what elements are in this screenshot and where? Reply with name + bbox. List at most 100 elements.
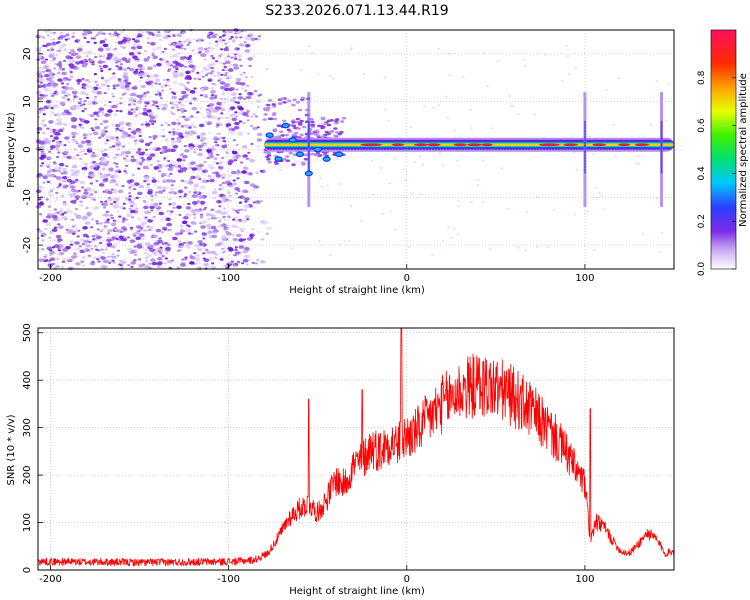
spectrogram-noise-blob xyxy=(228,68,234,72)
spectrogram-noise-blob xyxy=(79,104,84,107)
spectrogram-noise-blob xyxy=(91,161,96,164)
spectrogram-noise-blob xyxy=(179,229,186,233)
spectrogram-noise-blob xyxy=(90,37,94,40)
spectrogram-noise-blob xyxy=(237,260,241,264)
spectrogram-noise-blob xyxy=(112,33,116,36)
spectrogram-noise-blob xyxy=(137,167,141,170)
spectrogram-noise-blob xyxy=(229,115,234,118)
spectrogram-noise-blob xyxy=(159,248,164,251)
spectrogram-noise-blob xyxy=(128,97,135,101)
spectrogram-noise-blob xyxy=(158,237,162,240)
spectrogram-noise-blob xyxy=(71,106,77,111)
spectrogram-noise-blob xyxy=(50,145,56,149)
spectrogram-noise-blob xyxy=(138,264,144,268)
spectrogram-noise-blob xyxy=(76,78,82,83)
spectrogram-noise-blob xyxy=(256,132,263,137)
spectrogram-noise-blob xyxy=(177,240,182,243)
spectrogram-noise-blob xyxy=(182,170,187,173)
spectrogram-noise-blob xyxy=(107,173,111,176)
spectrogram-noise-blob xyxy=(116,229,122,233)
spectrogram-noise-blob xyxy=(188,232,192,235)
spectrogram-noise-blob xyxy=(251,206,255,209)
spectrogram-noise-blob xyxy=(187,202,191,206)
spectrogram-noise-blob xyxy=(222,62,226,65)
spectrogram-noise-blob xyxy=(57,49,62,52)
spectrogram-noise-blob xyxy=(121,184,125,188)
spectrogram-noise-blob xyxy=(58,67,63,70)
spectrogram-noise-blob xyxy=(310,123,316,127)
spectrogram-noise-blob xyxy=(110,222,117,227)
spectrogram-noise-blob xyxy=(99,173,103,176)
spectrogram-noise-blob xyxy=(64,109,68,112)
spectrogram-noise-blob xyxy=(70,131,77,136)
spectrogram-noise-blob xyxy=(292,98,297,102)
spectrogram-noise-blob xyxy=(122,72,129,76)
spectrogram-noise-blob xyxy=(40,234,44,237)
spectrogram-noise-blob xyxy=(278,168,282,171)
spectrogram-noise-blob xyxy=(122,129,126,133)
spectrogram-noise-blob xyxy=(431,254,434,257)
spectrogram-noise-blob xyxy=(126,67,130,70)
spectrogram-noise-blob xyxy=(54,90,58,93)
spectrogram-noise-blob xyxy=(310,120,315,124)
spectrogram-noise-blob xyxy=(456,200,460,202)
spectrogram-noise-blob xyxy=(441,164,445,167)
spectrogram-noise-blob xyxy=(228,159,234,163)
spectrogram-noise-blob xyxy=(40,150,44,153)
spectrogram-noise-blob xyxy=(85,96,90,99)
spectrogram-noise-blob xyxy=(41,162,45,165)
spectrogram-noise-blob xyxy=(228,174,232,177)
spectrogram-noise-blob xyxy=(67,175,71,179)
spectrogram-noise-blob xyxy=(94,55,98,59)
spectrogram-noise-blob xyxy=(180,179,184,182)
spectrogram-noise-blob xyxy=(66,258,70,261)
spectrogram-noise-blob xyxy=(58,225,64,229)
spectrogram-noise-blob xyxy=(182,203,186,206)
spectrogram-noise-blob xyxy=(191,131,197,135)
spectrogram-noise-blob xyxy=(60,31,64,34)
spectrogram-noise-blob xyxy=(104,130,108,133)
spectrogram-noise-blob xyxy=(170,184,174,187)
spectrogram-noise-blob xyxy=(82,103,86,106)
spectrogram-noise-blob xyxy=(141,31,145,34)
spectrogram-noise-blob xyxy=(106,87,110,90)
spectrogram-noise-blob xyxy=(166,81,170,84)
spectrogram-noise-blob xyxy=(195,260,201,265)
spectrogram-noise-blob xyxy=(115,162,119,165)
spectrogram-noise-blob xyxy=(250,142,254,146)
spectrogram-noise-blob xyxy=(313,132,318,136)
spectrogram-noise-blob xyxy=(282,101,287,104)
spectrogram-noise-blob xyxy=(507,95,511,98)
spectrogram-noise-blob xyxy=(299,133,304,137)
spectrogram-noise-blob xyxy=(476,184,480,186)
spectrogram-noise-blob xyxy=(92,131,99,136)
spectrogram-noise-blob xyxy=(255,171,259,174)
spectrogram-noise-blob xyxy=(73,94,77,97)
spectrogram-noise-blob xyxy=(163,47,167,51)
spectrogram-noise-blob xyxy=(182,154,188,159)
spectrogram-noise-blob xyxy=(150,194,154,198)
spectrogram-noise-blob xyxy=(73,148,77,151)
spectrogram-noise-blob xyxy=(79,125,83,129)
spectrogram-noise-blob xyxy=(127,111,134,116)
spectrogram-noise-blob xyxy=(61,96,65,99)
spectrogram-noise-blob xyxy=(71,218,75,221)
spectrogram-noise-blob xyxy=(214,40,219,43)
spectrogram-noise-blob xyxy=(191,167,198,171)
spectrogram-noise-blob xyxy=(99,241,103,245)
spectrogram-noise-blob xyxy=(61,215,67,220)
spectrogram-x-tick-label: -200 xyxy=(39,273,62,284)
spectrogram-noise-blob xyxy=(189,213,193,217)
spectrogram-noise-blob xyxy=(154,82,158,85)
spectrogram-noise-blob xyxy=(219,97,223,100)
snr-y-tick-label: 0 xyxy=(22,567,33,573)
spectrogram-noise-blob xyxy=(115,109,119,112)
spectrogram-noise-blob xyxy=(64,38,68,41)
spectrogram-noise-blob xyxy=(200,70,204,73)
spectrogram-noise-blob xyxy=(68,74,72,77)
spectrogram-noise-blob xyxy=(481,159,485,162)
spectrogram-noise-blob xyxy=(191,124,195,127)
spectrogram-noise-blob xyxy=(217,132,221,135)
spectrogram-noise-blob xyxy=(254,90,258,93)
spectrogram-noise-blob xyxy=(183,134,190,139)
